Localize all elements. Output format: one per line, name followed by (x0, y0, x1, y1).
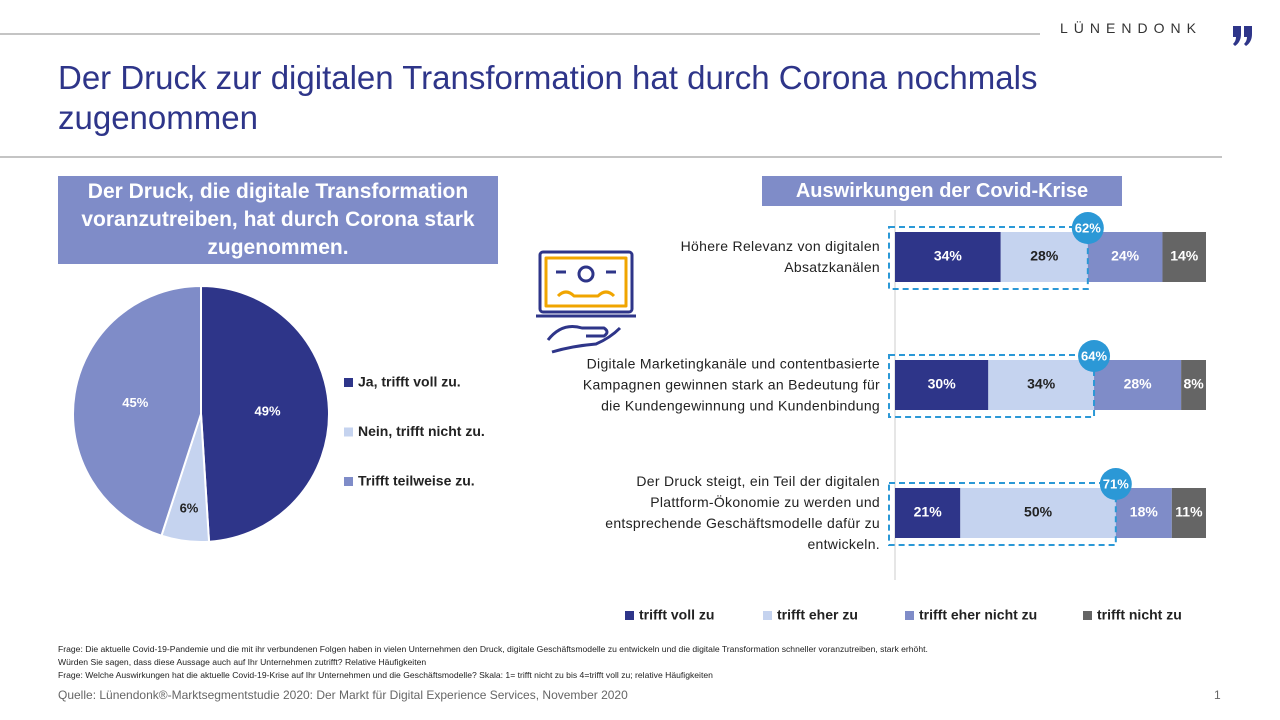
bar-label: 14% (1170, 248, 1199, 264)
top2-bubble (1078, 340, 1111, 372)
bar-segment (1000, 232, 1088, 282)
bar-segment (1087, 232, 1163, 282)
bar-label: 28% (1030, 248, 1059, 264)
bar-segment (988, 360, 1095, 410)
top2-label: 71% (1103, 476, 1129, 491)
bar-segment (895, 232, 1001, 282)
top2-box (888, 354, 1096, 418)
legend-label: Trifft teilweise zu. (358, 473, 475, 489)
laptop-icon (536, 250, 636, 354)
legend-label: Nein, trifft nicht zu. (358, 423, 485, 439)
bar-label: 34% (934, 248, 963, 264)
legend-swatch (344, 477, 353, 486)
pie-slice (200, 284, 330, 543)
bar-label: 50% (1024, 504, 1053, 520)
bar-label: 30% (928, 376, 957, 392)
bar-label: 34% (1027, 376, 1056, 392)
top2-bubble (1099, 468, 1132, 500)
bar-segment (1094, 360, 1182, 410)
bar-segment (1181, 360, 1206, 410)
bar-segment (895, 360, 989, 410)
logo-quote (1233, 26, 1252, 46)
bar-label: 11% (1175, 504, 1203, 520)
pie-slice (72, 284, 202, 537)
top2-label: 64% (1081, 348, 1107, 363)
legend-swatch (905, 611, 914, 620)
legend-label: Ja, trifft voll zu. (358, 374, 461, 390)
bar-label: 24% (1111, 248, 1140, 264)
legend-swatch (763, 611, 772, 620)
legend-label: trifft voll zu (639, 607, 714, 623)
pie-label: 49% (255, 403, 281, 418)
bar-label: 21% (914, 504, 943, 520)
legend-swatch (344, 427, 353, 437)
bar-title: Auswirkungen der Covid-Krise (762, 176, 1122, 206)
bar-segment (1162, 232, 1206, 282)
category-label: Der Druck steigt, ein Teil der digitalen… (605, 473, 880, 552)
bar-segment (1171, 488, 1206, 538)
pie-label: 45% (122, 395, 148, 410)
footnote: Würden Sie sagen, dass diese Aussage auc… (58, 657, 427, 667)
bar-label: 28% (1124, 376, 1153, 392)
footnotes: Frage: Die aktuelle Covid-19-Pandemie un… (58, 643, 1238, 682)
top2-label: 62% (1075, 220, 1101, 235)
legend-label: trifft eher nicht zu (919, 607, 1037, 623)
category-label: Digitale Marketingkanäle und contentbasi… (582, 355, 880, 414)
legend-swatch (344, 378, 353, 387)
top2-box (888, 482, 1117, 546)
category-label: Höhere Relevanz von digitalen Absatzkanä… (680, 238, 880, 275)
bar-segment (960, 488, 1116, 538)
bar-label: 18% (1130, 504, 1159, 520)
pie-label: 6% (180, 501, 199, 516)
source: Quelle: Lünendonk®-Marktsegmentstudie 20… (58, 688, 628, 702)
footnote: Frage: Welche Auswirkungen hat die aktue… (58, 670, 713, 680)
legend-swatch (1083, 611, 1092, 620)
footnote: Frage: Die aktuelle Covid-19-Pandemie un… (58, 644, 928, 654)
page-number: 1 (1214, 688, 1221, 702)
legend-label: trifft eher zu (777, 607, 858, 623)
slide-title: Der Druck zur digitalen Transformation h… (58, 59, 1038, 136)
logo: LÜNENDONK (1060, 20, 1202, 36)
top2-bubble (1071, 212, 1104, 244)
bar-segment (895, 488, 961, 538)
top2-box (888, 226, 1089, 290)
legend-swatch (625, 611, 634, 620)
bar-label: 8% (1183, 376, 1204, 392)
legend-label: trifft nicht zu (1097, 607, 1182, 623)
pie-title: Der Druck, die digitale Transformation v… (58, 176, 498, 264)
